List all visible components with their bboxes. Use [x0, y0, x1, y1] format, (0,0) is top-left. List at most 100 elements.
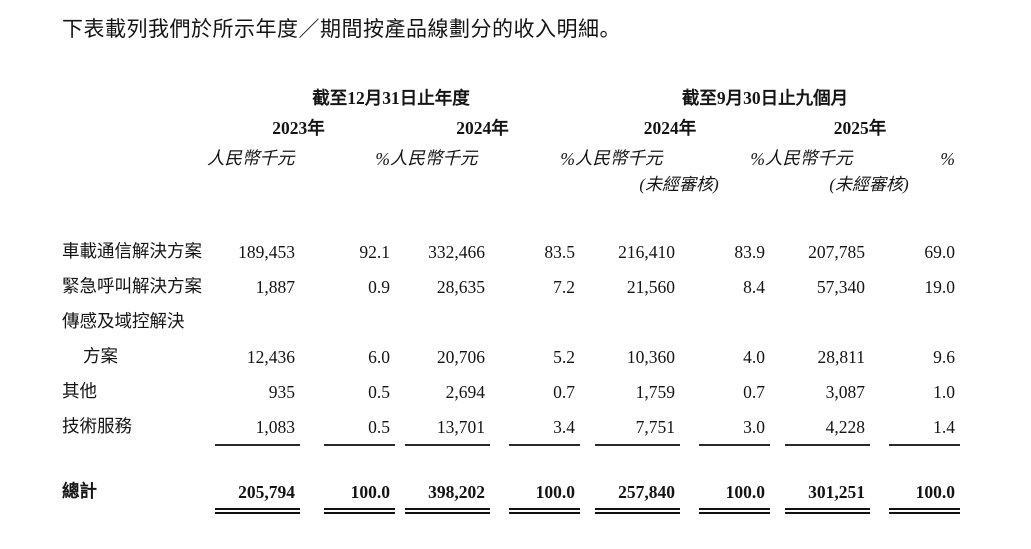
year-header-row: 2023年 2024年 2024年 2025年 [62, 110, 955, 140]
underlined-value: 7,751 [595, 417, 680, 446]
percent-cell: 92.1 [359, 242, 390, 262]
percent-cell: 7.2 [553, 277, 575, 297]
total-label: 總計 [62, 481, 97, 501]
value-cell: 1,887 [255, 277, 295, 297]
value-cell: 13,701 [390, 403, 490, 446]
double-underlined-total: 257,840 [595, 482, 680, 514]
value-cell: 20,706 [436, 347, 485, 367]
percent-cell: 4.0 [743, 347, 765, 367]
double-underlined-total: 100.0 [324, 482, 395, 514]
unit-label: 人民幣千元 [390, 148, 478, 168]
value-cell: 12,436 [246, 347, 295, 367]
percent-cell: 19.0 [924, 277, 955, 297]
total-percent-cell: 100.0 [485, 438, 580, 514]
total-percent-cell: 100.0 [675, 438, 770, 514]
percent-cell: 0.7 [553, 382, 575, 402]
row-label: 車載通信解決方案 [62, 241, 202, 261]
product-row-emergency-call: 緊急呼叫解決方案 1,887 0.9 28,635 7.2 21,560 8.4… [62, 263, 955, 298]
total-value-cell: 398,202 [390, 438, 490, 514]
intro-text: 下表載列我們於所示年度／期間按產品線劃分的收入明細。 [62, 17, 621, 41]
row-label: 緊急呼叫解決方案 [62, 276, 202, 296]
unit-header-row: 人民幣千元 % 人民幣千元 % 人民幣千元 % 人民幣千元 % [62, 140, 955, 170]
double-underlined-total: 398,202 [405, 482, 490, 514]
underlined-value: 0.5 [324, 417, 395, 446]
double-underlined-total: 100.0 [889, 482, 960, 514]
percent-label: % [560, 149, 575, 169]
percent-cell: 83.5 [544, 242, 575, 262]
product-row-technical-services: 技術服務 1,083 0.5 13,701 3.4 7,751 3.0 4,22… [62, 403, 960, 446]
percent-cell: 8.4 [743, 277, 765, 297]
empty-header-cell [207, 170, 575, 228]
percent-cell: 1.0 [933, 382, 955, 402]
underlined-value: 4,228 [785, 417, 870, 446]
value-cell: 4,228 [765, 403, 870, 446]
unit-label: 人民幣千元 [575, 148, 663, 168]
empty-cell [207, 298, 955, 333]
row-label: 其他 [62, 381, 97, 401]
value-cell: 189,453 [238, 242, 295, 262]
value-cell: 2,694 [445, 382, 485, 402]
period-group-header-nine-months: 截至9月30日止九個月 [681, 88, 849, 108]
total-row: 總計 205,794 100.0 398,202 100.0 257,840 1… [62, 438, 960, 514]
percent-label: % [940, 149, 955, 169]
percent-cell: 83.9 [734, 242, 765, 262]
row-label: 技術服務 [62, 416, 132, 436]
value-cell: 1,759 [635, 382, 675, 402]
percent-cell: 0.5 [368, 382, 390, 402]
product-row-telematics: 車載通信解決方案 189,453 92.1 332,466 83.5 216,4… [62, 228, 955, 263]
value-cell: 207,785 [808, 242, 865, 262]
year-header-2025: 2025年 [833, 118, 887, 138]
unit-label: 人民幣千元 [207, 148, 295, 168]
value-cell: 216,410 [618, 242, 675, 262]
value-cell: 21,560 [626, 277, 675, 297]
total-percent-cell: 100.0 [295, 438, 395, 514]
percent-cell: 6.0 [368, 347, 390, 367]
unaudited-note: (未經審核) [829, 175, 909, 194]
empty-header-cell [62, 110, 207, 140]
underlined-value: 3.4 [509, 417, 580, 446]
value-cell: 3,087 [825, 382, 865, 402]
underlined-value: 13,701 [405, 417, 490, 446]
percent-label: % [750, 149, 765, 169]
empty-header-cell [62, 80, 207, 110]
value-cell: 10,360 [626, 347, 675, 367]
percent-cell: 0.5 [295, 403, 395, 446]
year-header-2023: 2023年 [272, 118, 325, 138]
total-value-cell: 301,251 [765, 438, 870, 514]
percent-cell: 69.0 [924, 242, 955, 262]
year-header-2024-nine-months: 2024年 [643, 118, 697, 138]
period-group-header-row: 截至12月31日止年度 截至9月30日止九個月 [62, 80, 955, 110]
percent-cell: 9.6 [933, 347, 955, 367]
percent-cell: 3.4 [485, 403, 580, 446]
double-underlined-total: 301,251 [785, 482, 870, 514]
percent-cell: 0.7 [743, 382, 765, 402]
percent-cell: 3.0 [675, 403, 770, 446]
double-underlined-total: 205,794 [215, 482, 300, 514]
total-value-cell: 257,840 [575, 438, 680, 514]
double-underlined-total: 100.0 [699, 482, 770, 514]
product-row-sensing-values-line: 方案 12,436 6.0 20,706 5.2 10,360 4.0 28,8… [62, 333, 955, 368]
unit-label: 人民幣千元 [765, 148, 853, 168]
total-value-cell: 205,794 [207, 438, 300, 514]
underlined-value: 1,083 [215, 417, 300, 446]
value-cell: 332,466 [428, 242, 485, 262]
unaudited-note: (未經審核) [639, 175, 719, 194]
percent-cell: 1.4 [865, 403, 960, 446]
double-underlined-total: 100.0 [509, 482, 580, 514]
period-group-header-annual: 截至12月31日止年度 [312, 88, 470, 108]
empty-header-cell [62, 140, 207, 170]
percent-cell: 5.2 [553, 347, 575, 367]
year-header-2024: 2024年 [456, 118, 509, 138]
value-cell: 1,083 [207, 403, 300, 446]
percent-cell: 0.9 [368, 277, 390, 297]
row-label: 傳感及域控解決 [62, 311, 185, 331]
value-cell: 7,751 [575, 403, 680, 446]
value-cell: 57,340 [816, 277, 865, 297]
total-percent-cell: 100.0 [865, 438, 960, 514]
value-cell: 28,635 [436, 277, 485, 297]
product-row-sensing-wrap-line: 傳感及域控解決 [62, 298, 955, 333]
underlined-value: 1.4 [889, 417, 960, 446]
row-label: 方案 [83, 346, 118, 366]
percent-label: % [375, 149, 390, 169]
